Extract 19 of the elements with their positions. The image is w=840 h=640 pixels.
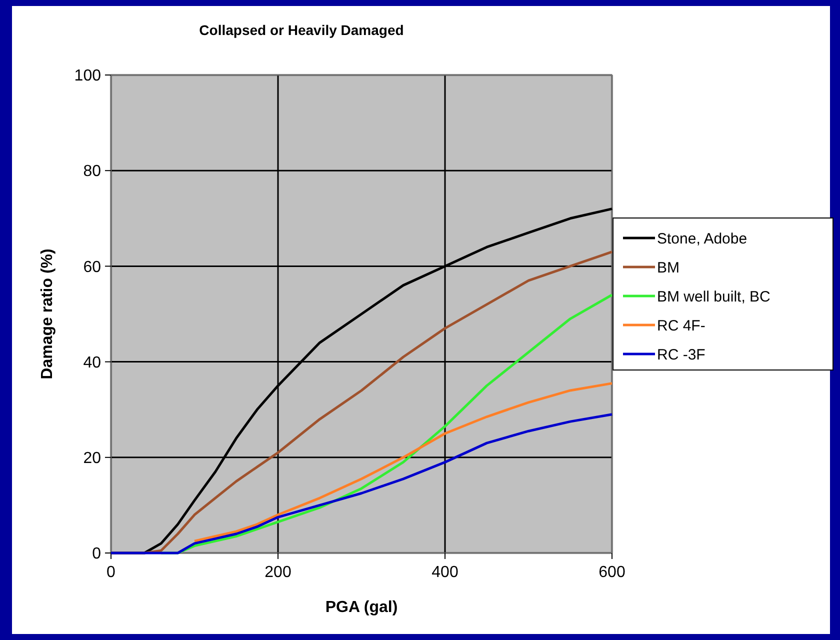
line-series <box>193 382 614 542</box>
y-tick-label: 60 <box>83 258 102 276</box>
legend-label: RC 4F- <box>657 317 706 334</box>
legend-label: BM well built, BC <box>657 288 771 306</box>
chart-title: Collapsed or Heavily Damaged <box>199 22 404 38</box>
y-tick-label: 20 <box>83 450 102 467</box>
legend-label: RC -3F <box>657 346 706 364</box>
x-tick-label: 200 <box>264 564 292 581</box>
y-tick-label: 40 <box>83 354 102 372</box>
x-tick-label: 400 <box>432 564 458 581</box>
x-tick-label: 0 <box>106 564 116 581</box>
y-tick-label: 80 <box>83 163 102 180</box>
y-tick-label: 100 <box>74 68 102 85</box>
y-tick-label: 0 <box>92 546 102 563</box>
x-tick-label: 600 <box>598 564 626 581</box>
y-axis-title: Damage ratio (%) <box>39 248 56 380</box>
legend-label: Stone, Adobe <box>657 230 748 248</box>
x-axis-title: PGA (gal) <box>325 599 398 616</box>
legend-label: BM <box>657 259 680 276</box>
